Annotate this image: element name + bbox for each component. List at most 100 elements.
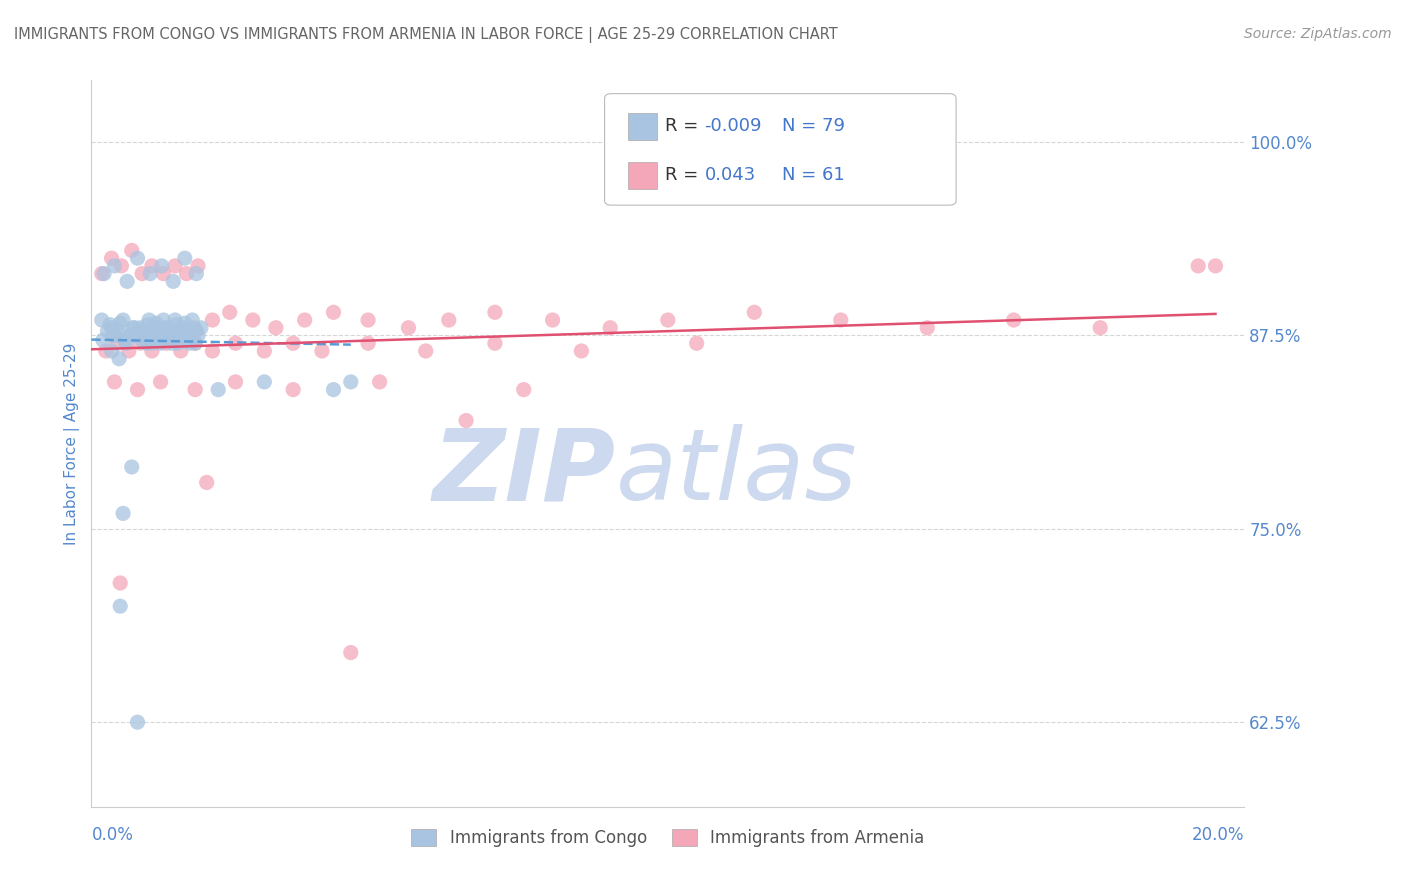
- Point: [127, 251, 149, 265]
- Point: [513, 383, 536, 397]
- Point: [142, 324, 165, 338]
- Point: [183, 320, 205, 334]
- Point: [357, 336, 380, 351]
- Point: [149, 336, 172, 351]
- Point: [148, 333, 170, 347]
- Point: [90, 267, 112, 281]
- Point: [125, 328, 148, 343]
- Point: [184, 336, 207, 351]
- Text: N = 79: N = 79: [782, 117, 845, 136]
- Text: R =: R =: [665, 117, 704, 136]
- Point: [201, 343, 224, 358]
- Text: N = 61: N = 61: [782, 167, 845, 185]
- Point: [105, 324, 128, 338]
- Point: [128, 324, 150, 338]
- Point: [160, 336, 183, 351]
- Point: [91, 333, 114, 347]
- Point: [127, 383, 149, 397]
- Point: [1088, 320, 1111, 334]
- Point: [110, 576, 132, 591]
- Point: [484, 336, 506, 351]
- Point: [103, 328, 125, 343]
- Point: [294, 313, 316, 327]
- Point: [1204, 259, 1226, 273]
- Point: [173, 251, 195, 265]
- Point: [187, 328, 209, 343]
- Point: [124, 320, 146, 334]
- Text: R =: R =: [665, 167, 710, 185]
- Point: [141, 336, 163, 351]
- Point: [657, 313, 679, 327]
- Point: [311, 343, 333, 358]
- Point: [131, 333, 153, 347]
- Point: [170, 328, 193, 343]
- Point: [180, 328, 202, 343]
- Point: [145, 316, 167, 330]
- Point: [176, 328, 198, 343]
- Point: [135, 336, 157, 351]
- Point: [90, 313, 112, 327]
- Point: [186, 324, 208, 338]
- Text: Source: ZipAtlas.com: Source: ZipAtlas.com: [1244, 27, 1392, 41]
- Point: [181, 313, 204, 327]
- Point: [120, 328, 142, 343]
- Point: [917, 320, 939, 334]
- Point: [368, 375, 391, 389]
- Point: [162, 324, 184, 338]
- Point: [281, 336, 304, 351]
- Legend: Immigrants from Congo, Immigrants from Armenia: Immigrants from Congo, Immigrants from A…: [405, 822, 931, 854]
- Point: [152, 267, 174, 281]
- Point: [121, 460, 143, 475]
- Text: 0.043: 0.043: [704, 167, 755, 185]
- Point: [93, 267, 115, 281]
- Point: [152, 313, 174, 327]
- Point: [100, 343, 122, 358]
- Text: ZIP: ZIP: [433, 425, 616, 521]
- Point: [173, 316, 195, 330]
- Point: [100, 320, 122, 334]
- Point: [141, 343, 163, 358]
- Point: [484, 305, 506, 319]
- Point: [96, 324, 118, 338]
- Point: [139, 267, 162, 281]
- Text: IMMIGRANTS FROM CONGO VS IMMIGRANTS FROM ARMENIA IN LABOR FORCE | AGE 25-29 CORR: IMMIGRANTS FROM CONGO VS IMMIGRANTS FROM…: [14, 27, 838, 43]
- Point: [103, 259, 125, 273]
- Point: [173, 320, 195, 334]
- Point: [108, 351, 131, 366]
- Point: [118, 328, 141, 343]
- Point: [150, 259, 173, 273]
- Point: [225, 375, 247, 389]
- Point: [322, 383, 344, 397]
- Point: [281, 383, 304, 397]
- Point: [129, 320, 152, 334]
- Point: [155, 336, 177, 351]
- Point: [160, 333, 183, 347]
- Point: [415, 343, 437, 358]
- Point: [184, 336, 207, 351]
- Point: [98, 318, 121, 332]
- Y-axis label: In Labor Force | Age 25-29: In Labor Force | Age 25-29: [65, 343, 80, 545]
- Point: [170, 343, 193, 358]
- Point: [176, 267, 198, 281]
- Point: [132, 328, 155, 343]
- Point: [195, 475, 218, 490]
- Point: [1187, 259, 1209, 273]
- Point: [685, 336, 707, 351]
- Point: [163, 313, 186, 327]
- Point: [357, 313, 380, 327]
- Point: [104, 328, 127, 343]
- Point: [121, 244, 143, 258]
- Point: [141, 259, 163, 273]
- Point: [1002, 313, 1025, 327]
- Point: [166, 318, 188, 332]
- Point: [129, 336, 152, 351]
- Point: [115, 274, 138, 288]
- Point: [139, 328, 162, 343]
- Point: [143, 320, 166, 334]
- Point: [218, 305, 240, 319]
- Point: [134, 324, 156, 338]
- Point: [94, 343, 117, 358]
- Point: [150, 328, 173, 343]
- Point: [166, 336, 188, 351]
- Point: [437, 313, 460, 327]
